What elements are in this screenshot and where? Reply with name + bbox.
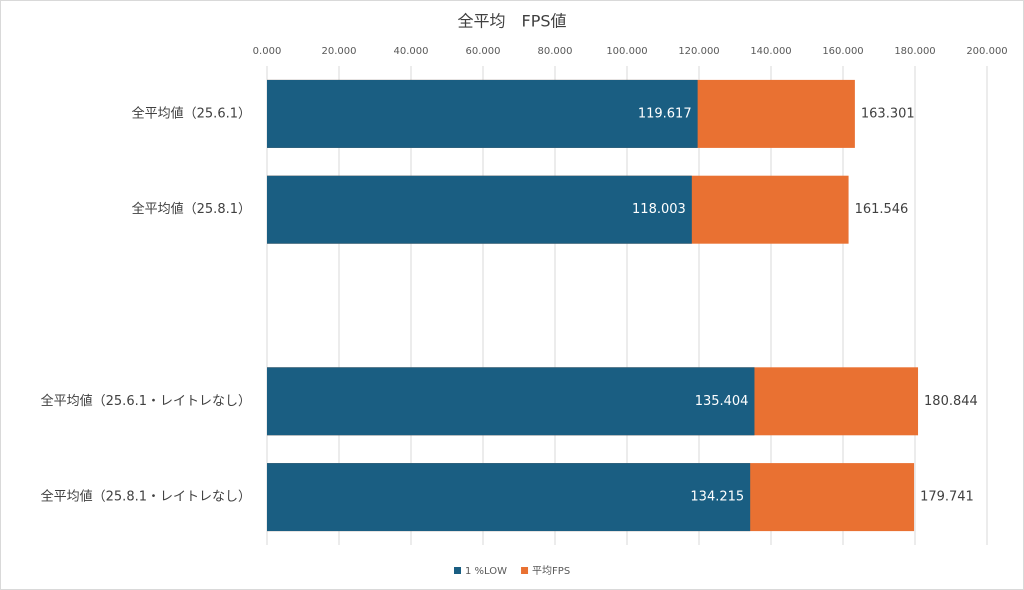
data-label: 180.844: [924, 394, 978, 409]
bar: [267, 175, 692, 244]
x-tick-label: 200.000: [966, 46, 1007, 57]
x-tick-label: 100.000: [606, 46, 647, 57]
legend-swatch: [521, 567, 529, 574]
x-tick-label: 180.000: [894, 46, 935, 57]
x-tick-label: 140.000: [750, 46, 791, 57]
legend-label: 1 %LOW: [465, 566, 507, 577]
data-label: 119.617: [638, 106, 692, 121]
chart-title: 全平均 FPS値: [457, 12, 566, 31]
legend-label: 平均FPS: [532, 565, 570, 577]
bar: [267, 367, 755, 436]
data-label: 118.003: [632, 202, 686, 217]
data-label: 179.741: [920, 490, 974, 505]
y-tick-label: 全平均値（25.8.1・レイトレなし）: [41, 489, 251, 505]
data-label: 135.404: [695, 394, 749, 409]
x-tick-label: 160.000: [822, 46, 863, 57]
x-tick-label: 120.000: [678, 46, 719, 57]
bar: [267, 463, 751, 532]
legend-swatch: [454, 567, 461, 574]
y-tick-label: 全平均値（25.6.1）: [132, 105, 251, 121]
y-tick-label: 全平均値（25.8.1）: [132, 201, 251, 217]
x-tick-label: 40.000: [394, 46, 429, 57]
x-tick-label: 60.000: [466, 46, 501, 57]
data-label: 161.546: [855, 202, 909, 217]
x-tick-label: 20.000: [322, 46, 357, 57]
bar: [267, 79, 698, 148]
data-label: 163.301: [861, 106, 915, 121]
y-tick-label: 全平均値（25.6.1・レイトレなし）: [41, 393, 251, 409]
x-tick-label: 0.000: [253, 46, 282, 57]
x-tick-label: 80.000: [538, 46, 573, 57]
data-label: 134.215: [690, 490, 744, 505]
